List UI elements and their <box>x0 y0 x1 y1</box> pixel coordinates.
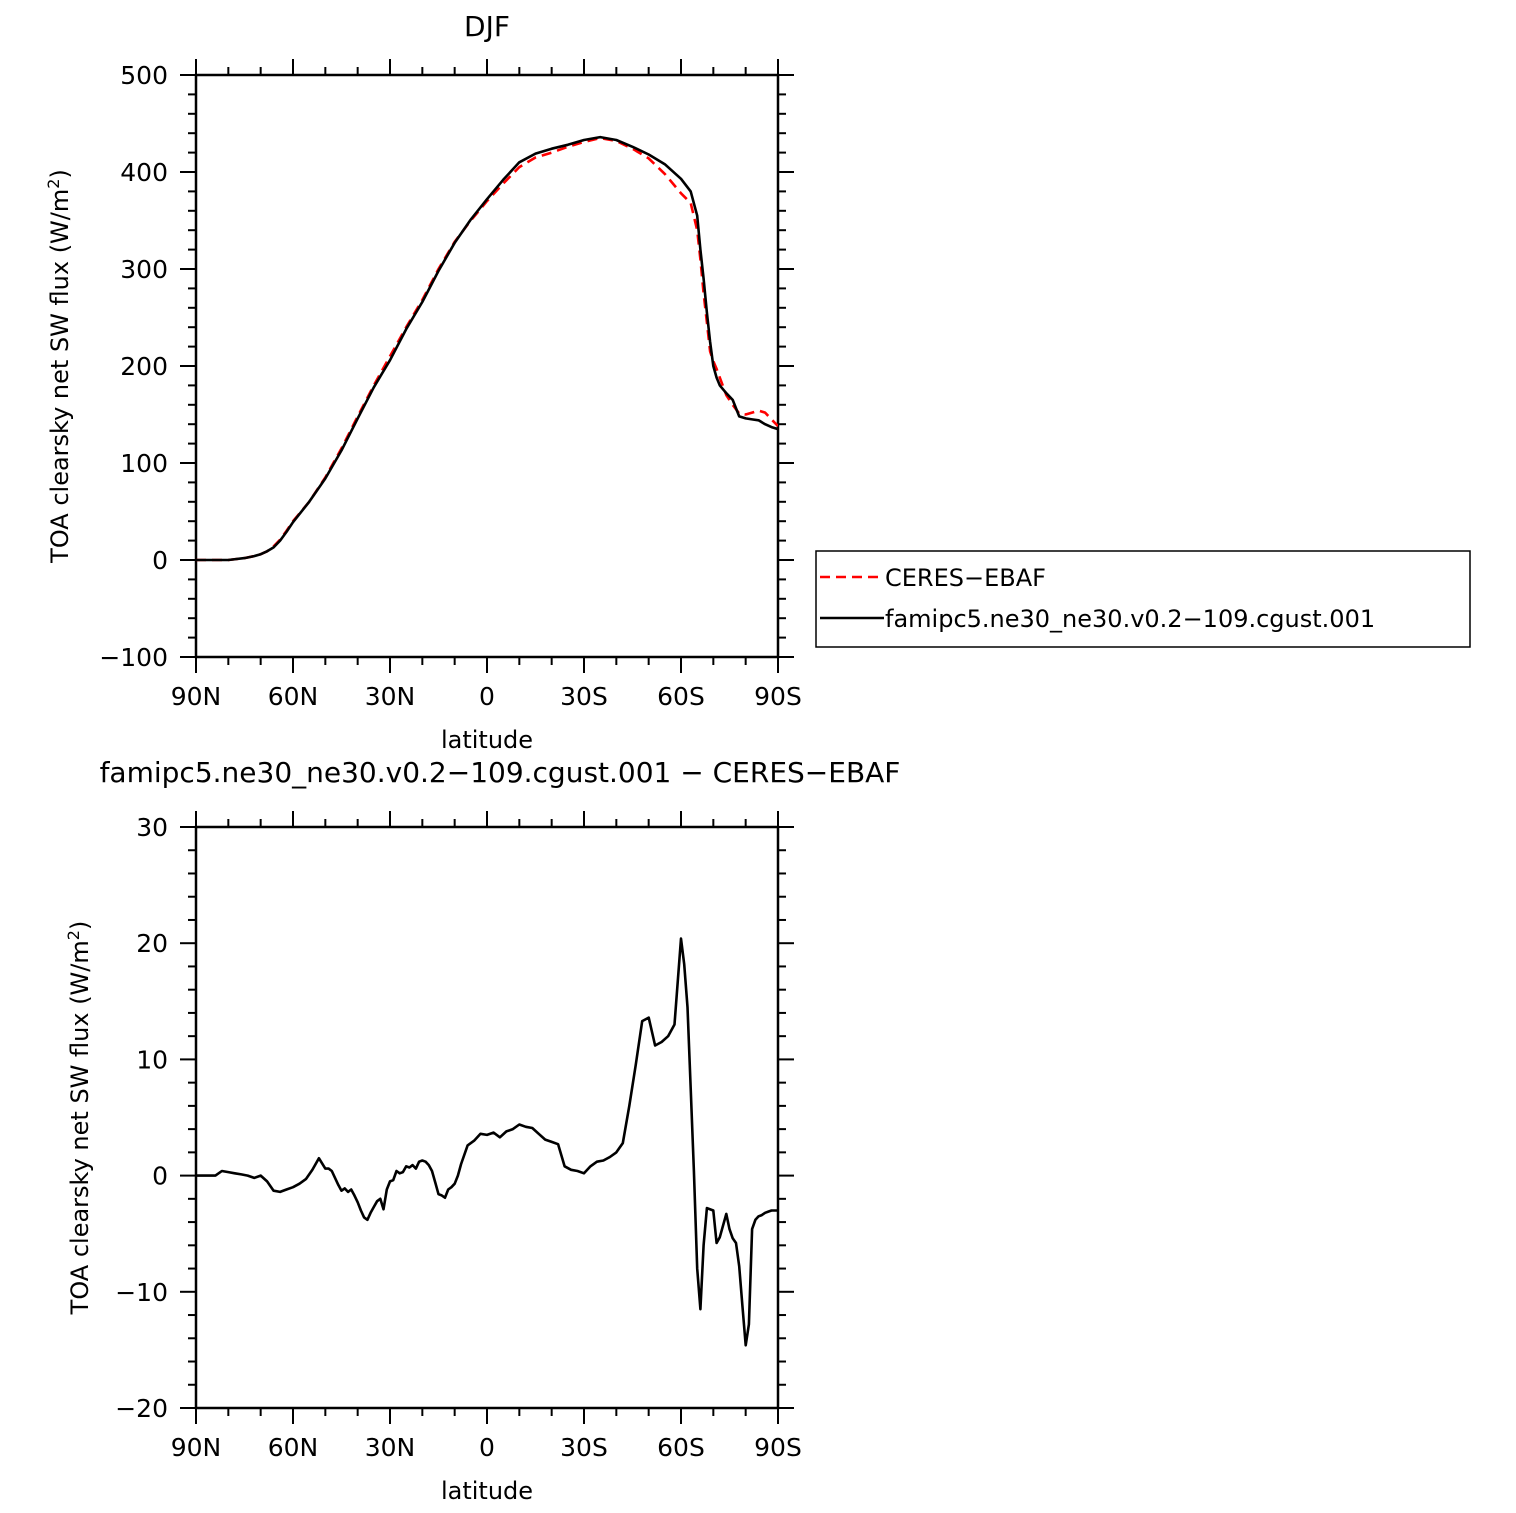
chart-title: DJF <box>464 10 510 43</box>
chart-panel-2: famipc5.ne30_ne30.v0.2−109.cgust.001 − C… <box>64 756 901 1505</box>
x-tick-label: 60N <box>268 1433 319 1462</box>
y-axis-label-main: TOA clearsky net SW flux (W/m <box>66 940 94 1315</box>
chart-panel-1: DJF −100 0 100 200 300 400 500 90N 60N 30N 0 30S 60S 9… <box>44 10 1471 754</box>
x-tick-label: 90S <box>754 682 802 711</box>
y-tick-label: −20 <box>115 1394 168 1423</box>
legend-label: famipc5.ne30_ne30.v0.2−109.cgust.001 <box>885 605 1375 633</box>
chart-title: famipc5.ne30_ne30.v0.2−109.cgust.001 − C… <box>100 756 901 789</box>
plot-frame <box>194 73 780 659</box>
x-tick-label: 90S <box>754 1433 802 1462</box>
y-tick-label: 20 <box>136 929 168 958</box>
y-tick-label: 0 <box>152 546 168 575</box>
y-axis-label: TOA clearsky net SW flux (W/m2) <box>64 921 95 1316</box>
series-group <box>196 937 778 1347</box>
series-line-ceres-ebaf <box>196 136 778 562</box>
x-tick-label: 90N <box>171 682 222 711</box>
y-tick-label: −100 <box>99 643 168 672</box>
x-tick-label: 0 <box>479 1433 495 1462</box>
x-axis-label: latitude <box>441 726 533 754</box>
legend-box <box>815 550 1471 648</box>
x-axis-label: latitude <box>441 1477 533 1505</box>
x-tick-label: 30N <box>365 682 416 711</box>
legend: CERES−EBAF famipc5.ne30_ne30.v0.2−109.cgu… <box>815 550 1471 648</box>
x-tick-label: 30N <box>365 1433 416 1462</box>
series-line-model-2 <box>196 135 778 562</box>
y-tick-label: 30 <box>136 813 168 842</box>
x-tick-label: 0 <box>479 682 495 711</box>
y-axis-label-main: TOA clearsky net SW flux (W/m <box>46 189 74 564</box>
y-tick-label: 500 <box>120 61 168 90</box>
y-tick-label: 10 <box>136 1045 168 1074</box>
y-axis-label-superscript: 2 <box>64 930 83 940</box>
y-tick-label: 200 <box>120 352 168 381</box>
y-axis-label-superscript: 2 <box>44 179 63 189</box>
x-tick-label: 30S <box>560 682 608 711</box>
x-tick-label: 90N <box>171 1433 222 1462</box>
y-tick-label: 400 <box>120 158 168 187</box>
y-tick-label: −10 <box>115 1278 168 1307</box>
y-tick-label: 100 <box>120 449 168 478</box>
y-axis-label-end: ) <box>46 169 74 178</box>
series-line-model-1 <box>196 937 778 1347</box>
x-tick-label: 60N <box>268 682 319 711</box>
series-group <box>196 135 778 562</box>
y-axis-label: TOA clearsky net SW flux (W/m2) <box>44 169 75 564</box>
x-tick-label: 60S <box>657 1433 705 1462</box>
y-tick-label: 300 <box>120 255 168 284</box>
legend-label: CERES−EBAF <box>885 564 1046 592</box>
y-axis-label-end: ) <box>66 921 94 930</box>
x-tick-label: 30S <box>560 1433 608 1462</box>
y-tick-label: 0 <box>152 1162 168 1191</box>
x-tick-label: 60S <box>657 682 705 711</box>
